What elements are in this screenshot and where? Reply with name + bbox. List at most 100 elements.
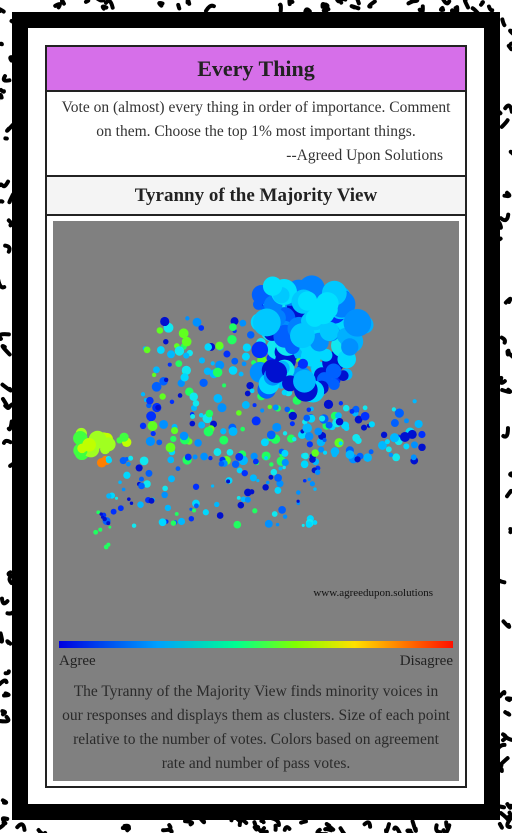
cluster-dot: [159, 419, 169, 429]
cluster-dot: [198, 421, 206, 429]
cluster-dot: [219, 435, 229, 445]
cluster-dot: [189, 507, 193, 511]
cluster-dot: [281, 458, 289, 467]
cluster-dot: [302, 478, 307, 483]
cluster-dot: [380, 431, 388, 439]
cluster-dot: [282, 514, 288, 519]
cluster-dot: [418, 443, 426, 452]
cluster-dot: [249, 474, 257, 482]
cluster-dot: [288, 411, 297, 421]
squiggle: [501, 732, 508, 743]
cluster-dot: [194, 439, 202, 447]
cluster-dot: [98, 527, 103, 532]
cluster-dot: [192, 317, 202, 327]
squiggle: [315, 827, 328, 833]
cluster-dot: [281, 449, 289, 457]
cluster-dot: [293, 369, 316, 393]
cluster-dot: [218, 460, 225, 467]
cluster-dot: [226, 479, 231, 484]
squiggle: [323, 827, 334, 833]
cluster-dot: [205, 409, 214, 418]
squiggle: [1, 438, 13, 445]
watermark: www.agreedupon.solutions: [313, 587, 433, 599]
cluster-dot: [241, 469, 248, 477]
cluster-dot: [325, 421, 333, 429]
squiggle: [505, 817, 512, 830]
squiggle: [36, 828, 48, 833]
cluster-dot: [175, 360, 183, 368]
squiggle: [100, 4, 109, 11]
cluster-dot: [242, 343, 251, 352]
cluster-dot: [241, 352, 250, 361]
cluster-dot: [360, 424, 368, 431]
cluster-dot: [322, 450, 328, 455]
cluster-dot: [108, 525, 112, 529]
squiggle: [497, 756, 510, 769]
cluster-dot: [314, 427, 323, 436]
cluster-dot: [139, 456, 149, 466]
cluster-dot: [208, 455, 213, 461]
cluster-dot: [274, 487, 282, 494]
cluster-dot: [119, 432, 129, 442]
cluster-dot: [210, 484, 215, 488]
cluster-dot: [236, 495, 241, 500]
cluster-dot: [153, 366, 160, 374]
cluster-dot: [160, 316, 170, 327]
legend-high: Disagree: [400, 653, 454, 669]
cluster-dot: [309, 481, 316, 487]
squiggle: [259, 818, 266, 825]
cluster-dot: [399, 432, 410, 442]
squiggle: [349, 4, 361, 11]
squiggle: [3, 669, 11, 676]
cluster-dot: [147, 421, 158, 432]
cluster-dot: [244, 390, 251, 397]
cluster-dot: [343, 308, 372, 337]
cluster-dot: [93, 529, 99, 535]
cluster-dot: [228, 366, 238, 375]
cluster-dot: [385, 446, 392, 453]
squiggle: [498, 690, 507, 699]
cluster-dot: [250, 452, 258, 460]
cluster-dot: [105, 457, 113, 464]
cluster-dot: [411, 441, 419, 449]
cluster-dot: [360, 411, 370, 421]
squiggle: [502, 190, 512, 199]
cluster-dot: [198, 357, 205, 364]
cluster-dot: [241, 401, 250, 409]
cluster-dot: [240, 496, 247, 503]
cluster-dot: [258, 313, 279, 334]
squiggle: [320, 2, 331, 12]
cluster-dot: [249, 388, 255, 394]
cluster-dot: [106, 493, 112, 499]
cluster-dot: [179, 431, 189, 441]
cluster-dot: [389, 433, 400, 443]
cluster-dot: [126, 461, 131, 467]
cluster-dot: [167, 456, 175, 464]
view-panel: [45, 214, 467, 788]
cluster-dot: [192, 508, 197, 513]
cluster-dot: [189, 420, 196, 427]
cluster-dot: [165, 442, 176, 453]
squiggle: [122, 823, 131, 833]
squiggle: [479, 0, 485, 7]
cluster-dot: [352, 434, 361, 442]
cluster-dot: [272, 422, 282, 432]
cluster-dot: [392, 453, 401, 462]
squiggle: [5, 639, 13, 646]
squiggle: [500, 387, 512, 394]
cluster-dot: [297, 358, 308, 369]
squiggle: [53, 2, 62, 10]
squiggle: [282, 825, 292, 832]
squiggle: [0, 396, 10, 410]
cluster-dot: [246, 381, 254, 390]
cluster-dot: [265, 361, 288, 383]
squiggle: [499, 335, 507, 345]
cluster-dot: [214, 501, 220, 508]
cluster-dot: [378, 441, 387, 450]
cluster-dot: [146, 411, 157, 422]
squiggle: [287, 0, 295, 7]
cluster-dot: [155, 404, 161, 411]
cluster-dot: [236, 467, 243, 474]
cluster-dot: [167, 350, 175, 359]
cluster-dot: [178, 328, 189, 339]
